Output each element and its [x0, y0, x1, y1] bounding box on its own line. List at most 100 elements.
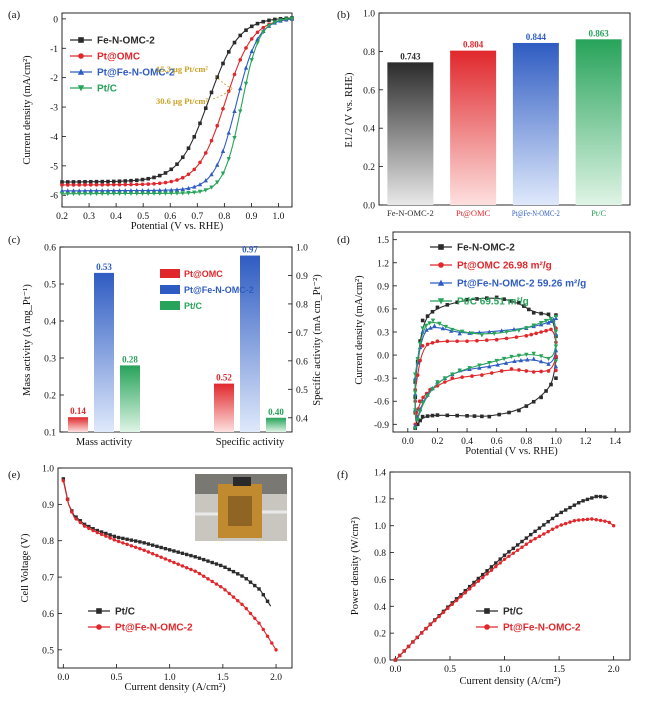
data-point [485, 572, 489, 576]
data-point [425, 314, 430, 318]
data-point [502, 553, 507, 557]
data-point [494, 337, 499, 342]
data-point [94, 191, 99, 197]
data-point [472, 414, 477, 418]
data-point [150, 552, 155, 556]
legend-swatch [160, 269, 180, 278]
data-point [202, 557, 206, 562]
x-tick-label: 0.6 [164, 212, 176, 222]
data-point [270, 641, 274, 645]
data-point [159, 545, 163, 550]
data-point [480, 373, 484, 377]
data-point [65, 188, 70, 193]
x-axis-label: Potential (V vs. RHE) [465, 446, 558, 457]
data-point [82, 522, 87, 527]
series-line [414, 329, 557, 418]
data-point [261, 593, 265, 597]
data-point [509, 299, 514, 303]
y-tick-label-right: 0.9 [296, 272, 308, 282]
data-point [454, 598, 459, 603]
data-point [123, 179, 128, 183]
data-point [546, 312, 551, 317]
data-point [186, 146, 191, 151]
data-point [524, 542, 529, 546]
data-point [476, 576, 481, 581]
data-point [289, 16, 295, 21]
data-point [402, 649, 406, 653]
data-point [220, 148, 226, 153]
data-point [150, 543, 155, 547]
data-point [445, 303, 450, 307]
data-point [128, 191, 134, 196]
data-point [554, 376, 558, 380]
data-point [203, 106, 208, 110]
data-point [526, 307, 531, 312]
data-point [553, 329, 559, 334]
y-tick-label: 0 [53, 15, 58, 25]
data-point [65, 183, 70, 187]
data-point [175, 162, 179, 166]
data-point [417, 409, 423, 414]
data-point [163, 180, 168, 185]
panel-a-lsv-chart: 0.2 0.3 0.4 0.5 0.6 0.7 0.8 0.9 1.0 -6 -5 -4 -3 -2 -1 0… [22, 12, 295, 232]
data-point [117, 179, 122, 184]
data-point [221, 61, 225, 66]
data-point [121, 541, 125, 545]
data-point [140, 188, 145, 193]
data-point [253, 616, 257, 621]
data-point [514, 335, 519, 339]
data-point [494, 564, 498, 569]
legend-marker [438, 262, 444, 268]
legend-label: Pt/C [115, 607, 135, 618]
data-point [266, 23, 272, 29]
data-point [415, 373, 420, 377]
data-point [74, 515, 78, 519]
data-point [88, 191, 93, 197]
panel-label: (b) [337, 9, 350, 21]
data-point [249, 24, 254, 29]
data-point [167, 559, 172, 563]
panel-c-activity-bar-chart: 0.1 0.2 0.3 0.4 0.5 0.6 0.4 0.5 0.6 0.7 0.8 0.9 1.0 M… [22, 244, 323, 449]
bar-value-label: 0.53 [96, 262, 112, 272]
x-tick-label: 0.8 [520, 437, 532, 447]
bar [450, 50, 497, 205]
series-line [395, 518, 614, 661]
data-point [77, 191, 82, 197]
y-tick-label: 0.0 [377, 352, 389, 362]
annotation-arrow [212, 87, 234, 100]
data-point [498, 561, 502, 565]
data-point [163, 171, 168, 175]
data-point [198, 160, 202, 165]
data-point [176, 562, 180, 566]
bar-value-label: 0.743 [400, 51, 421, 61]
data-point [61, 477, 66, 481]
data-point [603, 495, 607, 499]
y-tick-label: 0.6 [377, 305, 389, 315]
x-tick-label: 1.4 [609, 437, 621, 447]
data-point [265, 599, 270, 603]
data-point [197, 182, 203, 187]
inset-photo-fuel-cell-fixture [195, 474, 287, 541]
y-tick-label: 0.0 [374, 657, 386, 667]
data-point [180, 191, 185, 196]
data-point [244, 46, 248, 50]
data-point [116, 535, 121, 540]
data-point [206, 559, 210, 563]
data-point [99, 532, 104, 537]
data-point [100, 182, 105, 187]
data-point [455, 300, 459, 305]
data-point [77, 183, 82, 187]
data-point [99, 530, 104, 534]
data-point [509, 354, 514, 360]
data-point [70, 510, 74, 514]
data-point [261, 25, 266, 30]
y-tick-label: 0.1 [44, 429, 56, 439]
data-point [100, 191, 105, 197]
y-tick-label-right: 0.7 [296, 329, 308, 339]
data-point [485, 338, 489, 343]
bar [120, 365, 140, 432]
y-tick-label: 0.6 [363, 86, 375, 96]
data-point [543, 318, 549, 324]
data-point [465, 297, 469, 302]
data-point [193, 569, 197, 573]
